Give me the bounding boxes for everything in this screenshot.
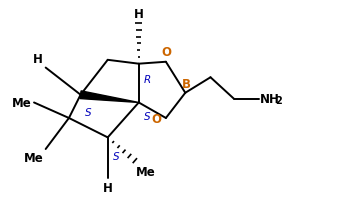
Text: Me: Me: [136, 166, 156, 179]
Text: H: H: [134, 8, 144, 21]
Polygon shape: [80, 91, 139, 103]
Text: S: S: [112, 151, 119, 161]
Text: B: B: [182, 78, 191, 90]
Text: Me: Me: [12, 96, 32, 109]
Text: NH: NH: [260, 93, 280, 106]
Text: 2: 2: [276, 96, 282, 106]
Text: S: S: [144, 112, 151, 122]
Text: O: O: [151, 113, 161, 126]
Text: O: O: [162, 46, 172, 59]
Text: H: H: [33, 52, 43, 65]
Text: H: H: [103, 181, 113, 194]
Text: Me: Me: [24, 151, 44, 164]
Text: R: R: [144, 75, 151, 85]
Text: S: S: [85, 108, 92, 118]
